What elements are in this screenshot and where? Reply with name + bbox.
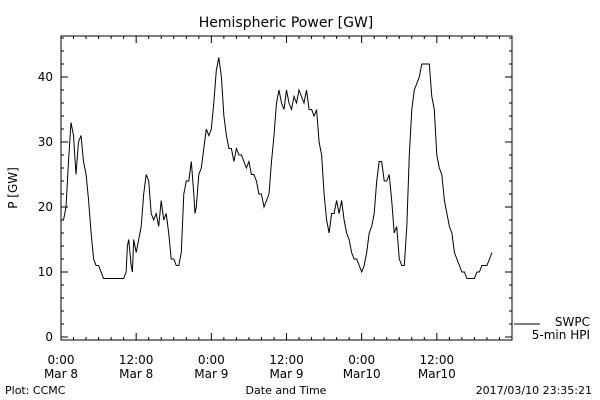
legend-label-hpi: 5-min HPI <box>532 328 590 342</box>
x-tick-time-label: 12:00 <box>420 353 455 367</box>
y-tick-label: 0 <box>45 330 53 344</box>
x-tick-time-label: 12:00 <box>269 353 304 367</box>
x-tick-date-label: Mar 8 <box>119 367 153 381</box>
y-tick-label: 20 <box>38 200 53 214</box>
y-axis-label: P [GW] <box>6 167 20 209</box>
x-tick-date-label: Mar10 <box>418 367 456 381</box>
y-tick-label: 10 <box>38 265 53 279</box>
plot-area <box>61 57 493 279</box>
series-line-swpc <box>61 57 493 279</box>
plot-timestamp: 2017/03/10 23:35:21 <box>476 384 592 397</box>
x-tick-date-label: Mar 8 <box>44 367 78 381</box>
x-axis-label: Date and Time <box>246 384 327 397</box>
plot-frame <box>60 35 513 341</box>
x-tick-time-label: 0:00 <box>198 353 225 367</box>
x-tick-date-label: Mar 9 <box>269 367 303 381</box>
plot-credit: Plot: CCMC <box>5 384 66 397</box>
x-tick-time-label: 0:00 <box>348 353 375 367</box>
x-tick-date-label: Mar 9 <box>194 367 228 381</box>
legend-label-swpc: SWPC <box>555 315 590 329</box>
x-tick-date-label: Mar10 <box>343 367 381 381</box>
chart-title: Hemispheric Power [GW] <box>199 15 374 31</box>
y-axis: 0 10 20 30 40 <box>38 37 512 344</box>
y-tick-label: 40 <box>38 70 53 84</box>
x-tick-time-label: 0:00 <box>48 353 75 367</box>
y-tick-label: 30 <box>38 135 53 149</box>
x-tick-time-label: 12:00 <box>119 353 154 367</box>
